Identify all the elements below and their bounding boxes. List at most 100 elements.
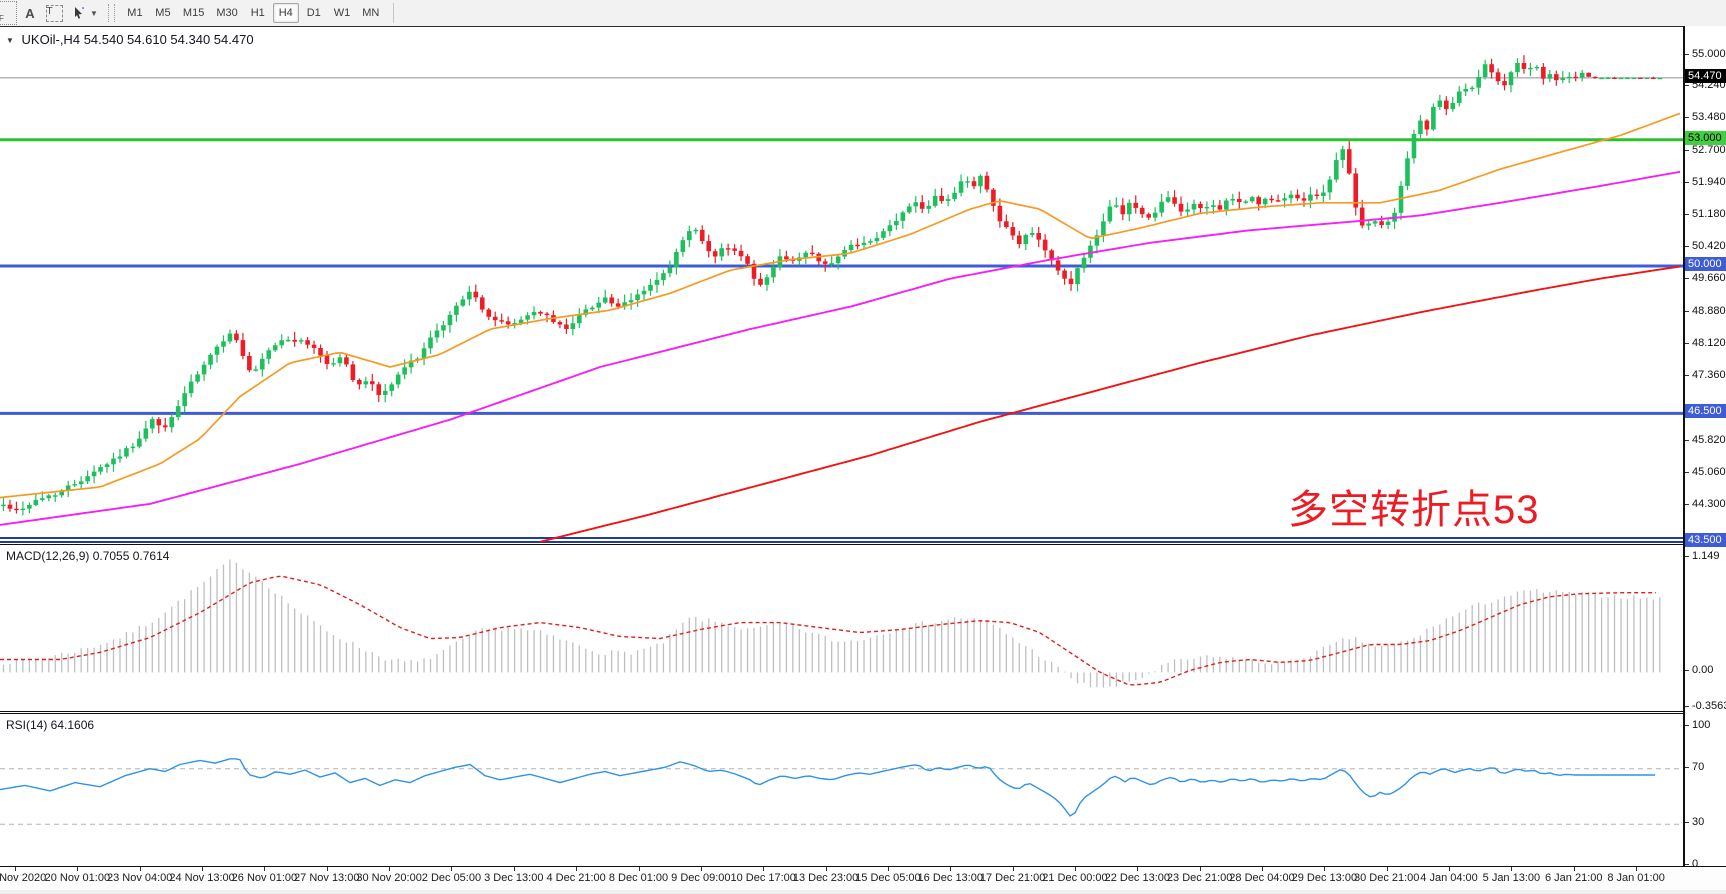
time-axis-label: 2 Dec 05:00: [421, 872, 482, 884]
indicator-grid-icon[interactable]: F: [0, 1, 17, 25]
timeframe-button-H4[interactable]: H4: [272, 3, 299, 23]
collapse-triangle-icon[interactable]: ▼: [6, 36, 14, 45]
price-tick-label: 45.060: [1685, 466, 1726, 478]
time-axis-label: 20 Nov 01:00: [44, 872, 111, 884]
time-tick: [1262, 867, 1263, 871]
timeframe-button-M15[interactable]: M15: [178, 3, 209, 23]
price-tick-label: 48.880: [1685, 305, 1726, 317]
price-tick-label: 51.940: [1685, 176, 1726, 188]
time-tick: [326, 867, 328, 871]
chart-title: ▼ UKOil-,H4 54.540 54.610 54.340 54.470: [6, 32, 254, 47]
trend-annotation-text: 多空转折点53: [1288, 488, 1540, 532]
time-tick: [389, 867, 391, 871]
time-axis-label: 23 Dec 21:00: [1166, 872, 1233, 884]
timeframe-button-W1[interactable]: W1: [329, 3, 356, 23]
time-tick: [950, 867, 952, 871]
ohlc-values: 54.540 54.610 54.340 54.470: [83, 32, 254, 47]
level-price-label: 46.500: [1685, 404, 1726, 419]
bottom-strip: [0, 890, 1726, 894]
time-tick: [264, 867, 266, 871]
price-chart-panel[interactable]: ▼ UKOil-,H4 54.540 54.610 54.340 54.470 …: [0, 26, 1683, 543]
price-tick-label: 55.000: [1685, 48, 1726, 60]
time-tick: [513, 867, 515, 871]
toolbar-grip-handle[interactable]: [107, 4, 115, 22]
time-axis-label: 29 Dec 13:00: [1291, 872, 1358, 884]
time-axis-label: 30 Nov 20:00: [356, 872, 422, 884]
price-tick-label: 0: [1685, 858, 1698, 870]
time-axis-label: 26 Nov 01:00: [231, 872, 298, 884]
time-tick: [638, 867, 640, 871]
cursor-icon: [75, 7, 85, 19]
time-axis-label: 4 Dec 21:00: [546, 872, 606, 884]
price-tick-label: 48.120: [1685, 337, 1726, 349]
time-tick: [825, 867, 827, 871]
macd-panel[interactable]: MACD(12,26,9) 0.7055 0.7614: [0, 544, 1683, 712]
time-axis-label: 13 Dec 23:00: [792, 872, 859, 884]
time-tick: [1636, 867, 1638, 871]
time-axis-label: 4 Jan 04:00: [1420, 872, 1478, 884]
time-tick: [15, 867, 16, 871]
time-axis-label: 3 Dec 13:00: [484, 872, 544, 884]
toolbar-separator: [393, 3, 395, 23]
time-axis-label: 28 Dec 04:00: [1229, 872, 1295, 884]
time-tick: [1324, 867, 1326, 871]
time-axis-label: 24 Nov 13:00: [169, 872, 235, 884]
level-price-label: 50.000: [1685, 257, 1726, 271]
timeframe-button-M1[interactable]: M1: [122, 3, 148, 23]
time-axis-label: 27 Nov 13:00: [294, 872, 360, 884]
top-toolbar: F A T ▼ M1 M5 M15 M30 H1 H4 D1 W1 MN: [0, 0, 1726, 27]
time-axis-label: 8 Jan 01:00: [1607, 872, 1665, 884]
text-tool-button[interactable]: A: [25, 5, 35, 21]
symbol-timeframe-label: UKOil-,H4: [21, 32, 81, 47]
time-tick: [700, 867, 702, 871]
price-tick-label: 0.00: [1685, 664, 1713, 676]
level-price-label: 43.500: [1685, 533, 1726, 547]
rsi-panel[interactable]: RSI(14) 64.1606: [0, 713, 1683, 868]
time-tick: [202, 867, 204, 871]
timeframe-toolbar: M1 M5 M15 M30 H1 H4 D1 W1 MN: [121, 0, 385, 26]
timeframe-button-D1[interactable]: D1: [301, 3, 327, 23]
cursor-tool-button[interactable]: ▼: [71, 5, 98, 21]
dropdown-caret-icon: ▼: [90, 8, 98, 18]
timeframe-button-H1[interactable]: H1: [245, 3, 271, 23]
time-axis-label: 21 Dec 00:00: [1042, 872, 1108, 884]
time-axis-label: 17 Dec 21:00: [979, 872, 1046, 884]
price-tick-label: 100: [1685, 719, 1710, 731]
time-tick: [1012, 867, 1014, 871]
price-tick-label: 52.700: [1685, 144, 1726, 156]
time-axis-label: 18 Nov 2020: [0, 872, 47, 884]
price-tick-label: 30: [1685, 816, 1704, 828]
time-tick: [1199, 867, 1201, 871]
price-tick-label: 44.300: [1685, 498, 1726, 510]
time-tick: [1074, 867, 1076, 871]
time-tick: [77, 867, 79, 871]
time-axis-label: 8 Dec 01:00: [608, 872, 669, 884]
price-tick-label: 45.820: [1685, 434, 1726, 446]
time-tick: [139, 867, 141, 871]
time-axis-label: 6 Jan 21:00: [1545, 872, 1603, 884]
macd-indicator-label: MACD(12,26,9) 0.7055 0.7614: [6, 549, 170, 563]
price-tick-label: -0.3563: [1685, 700, 1726, 712]
time-tick: [1449, 867, 1451, 871]
current-price-label: 54.470: [1685, 68, 1726, 83]
price-tick-label: 70: [1685, 761, 1704, 773]
price-tick-label: 49.660: [1685, 272, 1726, 284]
time-tick: [1137, 867, 1139, 871]
time-tick: [1386, 867, 1388, 871]
time-axis-label: 9 Dec 09:00: [671, 872, 731, 884]
price-axis[interactable]: 55.000 54.240 53.480 52.700 51.940 51.180 50.4…: [1683, 26, 1726, 870]
timeframe-button-M30[interactable]: M30: [211, 3, 242, 23]
label-tool-button[interactable]: T: [45, 4, 63, 22]
time-axis-label: 23 Nov 04:00: [106, 872, 173, 884]
timeframe-button-MN[interactable]: MN: [357, 3, 384, 23]
time-axis-label: 30 Dec 21:00: [1353, 872, 1420, 884]
timeframe-button-M5[interactable]: M5: [150, 3, 176, 23]
time-axis-label: 10 Dec 17:00: [730, 872, 796, 884]
price-tick-label: 50.420: [1685, 240, 1726, 252]
time-tick: [763, 867, 765, 871]
time-tick: [1511, 867, 1513, 871]
time-axis-label: 16 Dec 13:00: [917, 872, 983, 884]
time-tick: [451, 867, 453, 871]
